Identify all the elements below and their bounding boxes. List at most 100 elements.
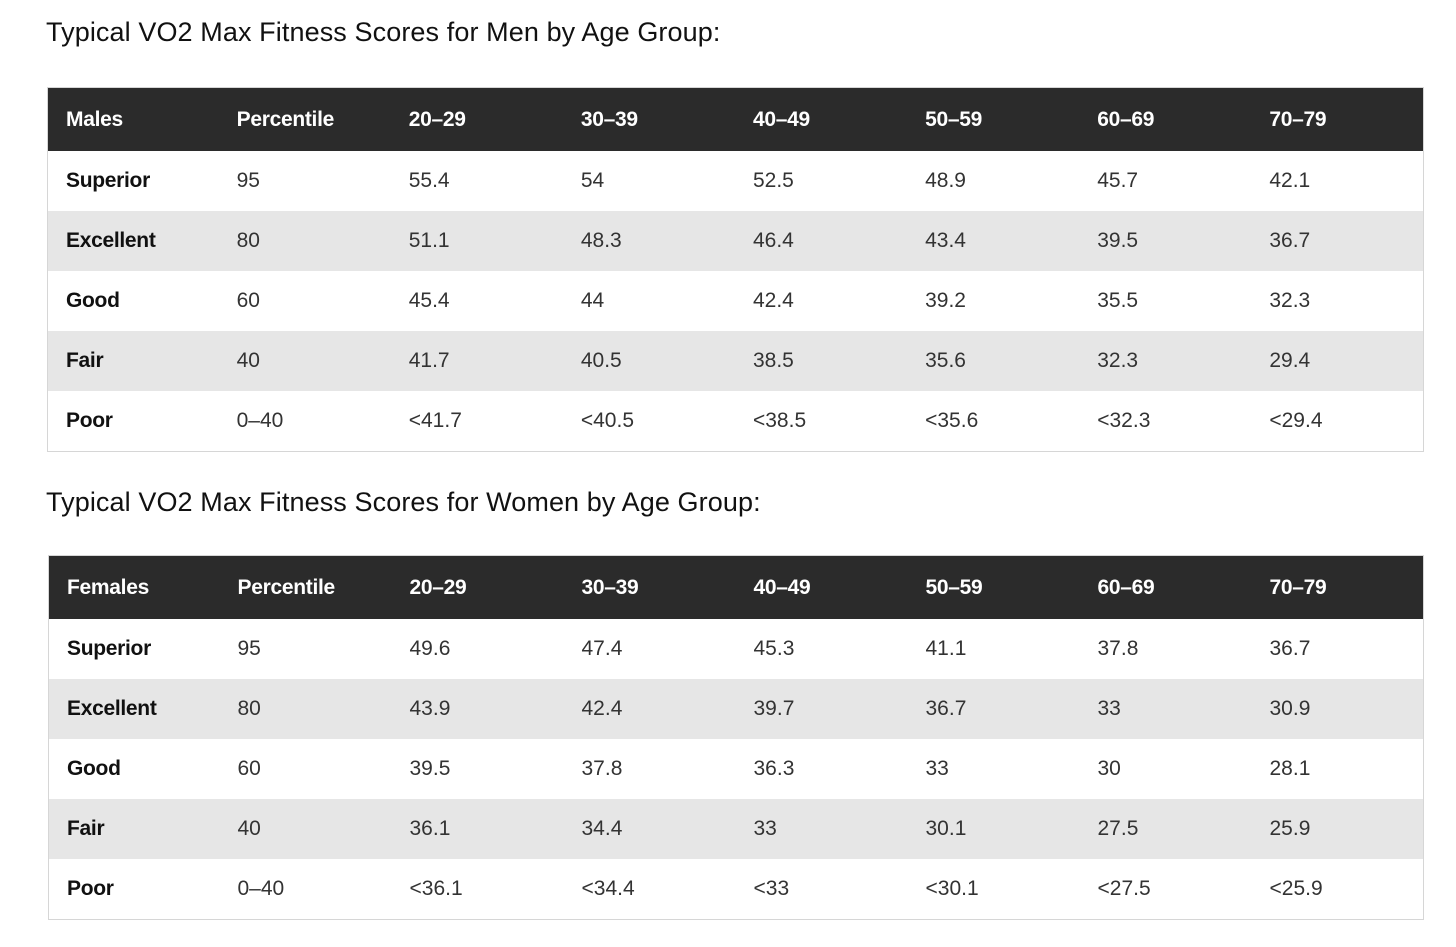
table-cell: 28.1 bbox=[1251, 739, 1424, 799]
table-cell: 36.7 bbox=[907, 679, 1080, 739]
column-header-age-70-79: 70–79 bbox=[1251, 555, 1424, 619]
table-cell: 51.1 bbox=[390, 211, 563, 271]
table-cell: 33 bbox=[907, 739, 1080, 799]
table-cell: <32.3 bbox=[1079, 391, 1252, 452]
table-cell: 27.5 bbox=[1079, 799, 1252, 859]
table-cell: 80 bbox=[219, 679, 392, 739]
table-cell: 43.4 bbox=[907, 211, 1080, 271]
table-cell: 40 bbox=[218, 331, 391, 391]
table-cell: <38.5 bbox=[734, 391, 908, 452]
table-cell: 45.7 bbox=[1079, 151, 1252, 211]
table-cell: 36.1 bbox=[391, 799, 564, 859]
column-header-age-50-59: 50–59 bbox=[907, 87, 1080, 151]
table-cell: 47.4 bbox=[563, 619, 736, 679]
table-cell: 45.4 bbox=[390, 271, 563, 331]
table-cell: 33 bbox=[1079, 679, 1252, 739]
men-vo2-table: Males Percentile 20–29 30–39 40–49 50–59… bbox=[47, 87, 1424, 452]
table-cell: 46.4 bbox=[734, 211, 908, 271]
table-cell: 44 bbox=[562, 271, 735, 331]
row-label: Superior bbox=[47, 151, 219, 211]
row-label: Excellent bbox=[48, 679, 220, 739]
table-cell: 42.4 bbox=[734, 271, 908, 331]
table-row: Good 60 39.5 37.8 36.3 33 30 28.1 bbox=[48, 739, 1424, 799]
row-label: Good bbox=[47, 271, 219, 331]
table-header-row: Males Percentile 20–29 30–39 40–49 50–59… bbox=[47, 87, 1424, 151]
column-header-age-40-49: 40–49 bbox=[735, 555, 908, 619]
table-cell: 36.7 bbox=[1251, 619, 1424, 679]
table-cell: 0–40 bbox=[218, 391, 391, 452]
row-label: Excellent bbox=[47, 211, 219, 271]
table-cell: 48.3 bbox=[562, 211, 735, 271]
table-cell: 39.5 bbox=[1079, 211, 1252, 271]
table-cell: <30.1 bbox=[907, 859, 1080, 920]
column-header-age-70-79: 70–79 bbox=[1251, 87, 1424, 151]
table-cell: 35.6 bbox=[907, 331, 1080, 391]
table-cell: <25.9 bbox=[1251, 859, 1424, 920]
women-vo2-table: Females Percentile 20–29 30–39 40–49 50–… bbox=[48, 555, 1424, 920]
table-cell: 40.5 bbox=[562, 331, 735, 391]
column-header-age-20-29: 20–29 bbox=[390, 87, 563, 151]
table-cell: 39.7 bbox=[735, 679, 908, 739]
table-cell: <41.7 bbox=[390, 391, 563, 452]
table-cell: 41.1 bbox=[907, 619, 1080, 679]
table-cell: 34.4 bbox=[563, 799, 736, 859]
table-cell: 60 bbox=[218, 271, 391, 331]
table-cell: <33 bbox=[735, 859, 908, 920]
table-cell: 54 bbox=[562, 151, 735, 211]
row-label: Good bbox=[48, 739, 220, 799]
table-cell: 30.1 bbox=[907, 799, 1080, 859]
table-row: Fair 40 36.1 34.4 33 30.1 27.5 25.9 bbox=[48, 799, 1424, 859]
row-label: Fair bbox=[48, 799, 220, 859]
table-row: Excellent 80 43.9 42.4 39.7 36.7 33 30.9 bbox=[48, 679, 1424, 739]
table-cell: 36.7 bbox=[1251, 211, 1424, 271]
women-table-heading: Typical VO2 Max Fitness Scores for Women… bbox=[46, 487, 761, 517]
table-cell: 35.5 bbox=[1079, 271, 1252, 331]
table-cell: 25.9 bbox=[1251, 799, 1424, 859]
table-cell: <29.4 bbox=[1251, 391, 1424, 452]
table-cell: 37.8 bbox=[563, 739, 736, 799]
table-cell: 32.3 bbox=[1079, 331, 1252, 391]
table-cell: 38.5 bbox=[734, 331, 908, 391]
table-row: Superior 95 55.4 54 52.5 48.9 45.7 42.1 bbox=[47, 151, 1424, 211]
row-label: Poor bbox=[47, 391, 219, 452]
table-cell: 33 bbox=[735, 799, 908, 859]
table-cell: <40.5 bbox=[562, 391, 735, 452]
table-cell: 52.5 bbox=[734, 151, 908, 211]
table-cell: 39.2 bbox=[907, 271, 1080, 331]
table-row: Fair 40 41.7 40.5 38.5 35.6 32.3 29.4 bbox=[47, 331, 1424, 391]
table-cell: 40 bbox=[219, 799, 392, 859]
table-cell: 48.9 bbox=[907, 151, 1080, 211]
table-cell: 49.6 bbox=[391, 619, 564, 679]
table-cell: 80 bbox=[218, 211, 391, 271]
column-header-age-40-49: 40–49 bbox=[734, 87, 908, 151]
table-row: Superior 95 49.6 47.4 45.3 41.1 37.8 36.… bbox=[48, 619, 1424, 679]
men-table-heading: Typical VO2 Max Fitness Scores for Men b… bbox=[46, 17, 721, 47]
column-header-category: Males bbox=[47, 87, 219, 151]
table-cell: <27.5 bbox=[1079, 859, 1252, 920]
table-cell: 30.9 bbox=[1251, 679, 1424, 739]
table-cell: 60 bbox=[219, 739, 392, 799]
table-cell: <34.4 bbox=[563, 859, 736, 920]
column-header-age-30-39: 30–39 bbox=[563, 555, 736, 619]
table-cell: 42.1 bbox=[1251, 151, 1424, 211]
table-cell: 37.8 bbox=[1079, 619, 1252, 679]
table-row: Excellent 80 51.1 48.3 46.4 43.4 39.5 36… bbox=[47, 211, 1424, 271]
table-cell: 30 bbox=[1079, 739, 1252, 799]
row-label: Poor bbox=[48, 859, 220, 920]
column-header-age-60-69: 60–69 bbox=[1079, 555, 1252, 619]
table-cell: 32.3 bbox=[1251, 271, 1424, 331]
column-header-percentile: Percentile bbox=[218, 87, 391, 151]
row-label: Superior bbox=[48, 619, 220, 679]
table-row: Poor 0–40 <36.1 <34.4 <33 <30.1 <27.5 <2… bbox=[48, 859, 1424, 920]
table-cell: 45.3 bbox=[735, 619, 908, 679]
table-header-row: Females Percentile 20–29 30–39 40–49 50–… bbox=[48, 555, 1424, 619]
table-cell: 43.9 bbox=[391, 679, 564, 739]
row-label: Fair bbox=[47, 331, 219, 391]
table-cell: 29.4 bbox=[1251, 331, 1424, 391]
column-header-age-30-39: 30–39 bbox=[562, 87, 735, 151]
table-row: Poor 0–40 <41.7 <40.5 <38.5 <35.6 <32.3 … bbox=[47, 391, 1424, 452]
column-header-category: Females bbox=[48, 555, 220, 619]
table-cell: 42.4 bbox=[563, 679, 736, 739]
table-cell: 95 bbox=[219, 619, 392, 679]
table-cell: 0–40 bbox=[219, 859, 392, 920]
